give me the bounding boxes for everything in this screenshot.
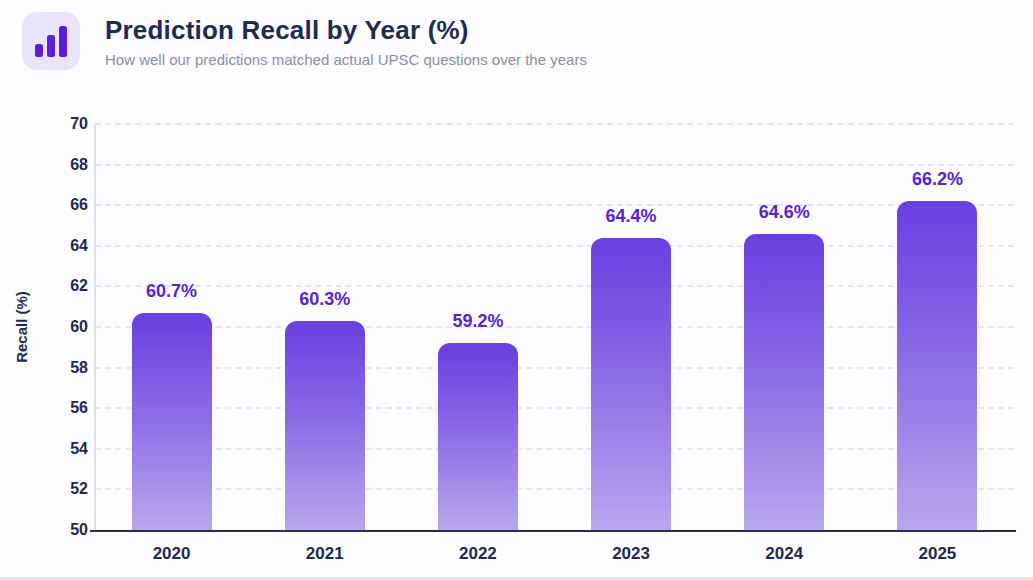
bar-value-label-2023: 64.4% bbox=[606, 207, 657, 225]
bar-2022 bbox=[438, 343, 518, 530]
y-axis-tick-label: 68 bbox=[40, 157, 88, 173]
y-axis-tick-label: 56 bbox=[40, 400, 88, 416]
x-axis-tick-label-2023: 2023 bbox=[612, 545, 650, 562]
x-axis-tick-label-2025: 2025 bbox=[918, 545, 956, 562]
y-axis-tick-label: 52 bbox=[40, 481, 88, 497]
y-axis-tick-label: 64 bbox=[40, 238, 88, 254]
y-axis-tick-label: 50 bbox=[40, 522, 88, 538]
gridline bbox=[95, 245, 1014, 247]
y-axis-tick-label: 66 bbox=[40, 197, 88, 213]
y-axis-tick-label: 70 bbox=[40, 116, 88, 132]
bar-value-label-2022: 59.2% bbox=[452, 312, 503, 330]
bar-2020 bbox=[132, 313, 212, 530]
y-axis-tick-label: 60 bbox=[40, 319, 88, 335]
bar-2024 bbox=[744, 234, 824, 530]
bar-value-label-2020: 60.7% bbox=[146, 282, 197, 300]
gridline bbox=[95, 407, 1014, 409]
gridline bbox=[95, 285, 1014, 287]
bar-value-label-2025: 66.2% bbox=[912, 170, 963, 188]
gridline bbox=[95, 164, 1014, 166]
y-axis-tick-label: 54 bbox=[40, 441, 88, 457]
bar-value-label-2021: 60.3% bbox=[299, 290, 350, 308]
y-axis-line bbox=[94, 124, 96, 530]
gridline bbox=[95, 448, 1014, 450]
y-axis-title: Recall (%) bbox=[13, 291, 30, 363]
bar-2021 bbox=[285, 321, 365, 530]
gridline bbox=[95, 488, 1014, 490]
gridline bbox=[95, 367, 1014, 369]
gridline bbox=[95, 123, 1014, 125]
recall-by-year-bar-chart: 50 52 54 56 58 60 62 64 66 68 70 Recall (%) 60.7% 202… bbox=[0, 0, 1033, 580]
x-axis-tick-label-2021: 2021 bbox=[306, 545, 344, 562]
bar-value-label-2024: 64.6% bbox=[759, 203, 810, 221]
bar-2025 bbox=[897, 201, 977, 530]
x-axis-line bbox=[90, 530, 1016, 532]
y-axis-tick-label: 62 bbox=[40, 278, 88, 294]
bar-2023 bbox=[591, 238, 671, 530]
gridline bbox=[95, 326, 1014, 328]
y-axis-tick-label: 58 bbox=[40, 360, 88, 376]
x-axis-tick-label-2024: 2024 bbox=[765, 545, 803, 562]
x-axis-tick-label-2020: 2020 bbox=[153, 545, 191, 562]
x-axis-tick-label-2022: 2022 bbox=[459, 545, 497, 562]
gridline bbox=[95, 204, 1014, 206]
